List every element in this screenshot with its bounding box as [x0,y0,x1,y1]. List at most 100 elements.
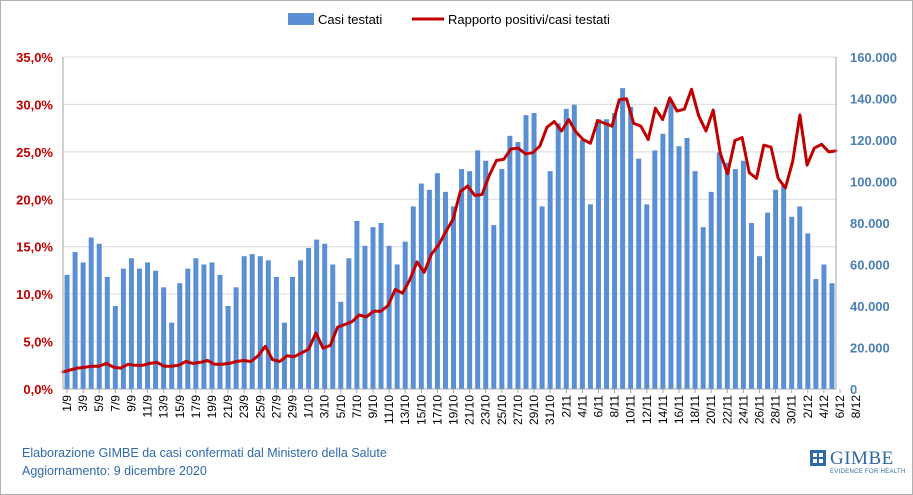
x-tick-label: 11/9 [141,395,155,418]
x-tick-label: 29/9 [285,395,299,419]
bar [314,239,320,389]
bar [338,301,344,389]
bar [193,258,199,389]
left-tick-label: 30,0% [16,97,53,112]
x-tick-label: 20/11 [704,395,718,424]
x-tick-label: 4/12 [817,395,831,419]
bar [233,287,239,389]
right-tick-label: 120.000 [850,133,897,148]
left-tick-label: 5,0% [23,335,53,350]
bar [507,135,513,389]
bar [628,106,634,390]
x-tick-label: 9/10 [366,395,380,419]
left-tick-label: 20,0% [16,192,53,207]
bar [757,256,763,389]
bar [797,206,803,389]
bar [225,306,231,389]
bar [748,223,754,389]
bar [153,270,159,389]
bar [64,274,70,389]
bar [169,322,175,389]
x-tick-label: 29/10 [527,395,541,425]
x-tick-label: 17/10 [430,395,444,425]
bar [128,258,134,389]
bar [636,158,642,389]
right-tick-label: 80.000 [850,216,890,231]
bar [330,264,336,389]
x-tick-label: 15/9 [173,395,187,419]
footer-update: Aggiornamento: 9 dicembre 2020 [22,464,207,478]
bar [700,227,706,389]
bar [442,191,448,389]
x-tick-label: 3/10 [318,395,332,419]
x-tick-label: 23/9 [237,395,251,419]
x-tick-label: 31/10 [543,395,557,425]
bar [434,173,440,389]
bar [120,268,126,389]
x-tick-label: 19/9 [205,395,219,419]
x-tick-label: 23/10 [479,395,493,425]
x-tick-label: 25/10 [495,395,509,425]
bar [499,169,505,389]
bar [805,233,811,389]
bar [378,223,384,389]
legend-label-rapporto: Rapporto positivi/casi testati [448,12,610,27]
bar [789,216,795,389]
bar [217,274,223,389]
bar [483,160,489,389]
x-tick-label: 25/9 [253,395,267,419]
bar [201,264,207,389]
bar [257,256,263,389]
bar [96,243,102,389]
right-axis-ticks: 0 20.000 40.000 60.000 80.000 100.000 120.000 1… [850,50,897,397]
bar [732,169,738,389]
x-tick-label: 30/11 [785,395,799,424]
x-tick-label: 21/10 [463,395,477,425]
legend: Casi testati Rapporto positivi/casi test… [288,12,610,27]
gimbe-logo: GIMBE EVIDENCE FOR HEALTH [808,448,905,478]
legend-swatch-casi-testati [288,13,314,25]
bar [604,119,610,389]
x-tick-label: 15/10 [414,395,428,425]
left-tick-label: 25,0% [16,145,53,160]
bar [571,104,577,389]
bar [813,279,819,389]
bar [289,276,295,389]
bar [467,171,473,389]
x-tick-label: 22/11 [720,395,734,424]
bar [563,108,569,389]
series-line [61,87,838,374]
logo-name: GIMBE [830,448,894,469]
bar [426,189,432,389]
bar [394,264,400,389]
right-tick-label: 0 [850,382,857,397]
bar [587,204,593,389]
bar [491,225,497,389]
bar [451,206,457,389]
x-tick-label: 16/11 [672,395,686,424]
bar [515,142,521,389]
x-axis-ticks: 1/9 3/9 5/9 7/9 9/9 11/9 13/9 15/9 17/9 19/9 21/9 2… [60,389,863,425]
x-tick-label: 28/11 [769,395,783,424]
bar [402,241,408,389]
x-tick-label: 21/9 [221,395,235,419]
x-tick-label: 5/10 [334,395,348,419]
bar [386,245,392,389]
x-tick-label: 9/9 [124,395,138,412]
bar [724,162,730,389]
bar [692,171,698,389]
bar [161,287,167,389]
bar [555,123,561,390]
left-axis-ticks: 0,0% 5,0% 10,0% 15,0% 20,0% 25,0% 30,0% 35,0% [16,50,53,397]
bar [595,119,601,389]
line-series-rapporto [61,87,838,374]
logo-tagline: EVIDENCE FOR HEALTH [830,469,906,475]
bar [418,183,424,389]
bar [652,150,658,389]
bar [88,237,94,389]
x-tick-label: 14/11 [656,395,670,424]
bar [370,227,376,389]
bar [676,146,682,389]
bar [185,268,191,389]
x-tick-label: 7/9 [108,395,122,412]
